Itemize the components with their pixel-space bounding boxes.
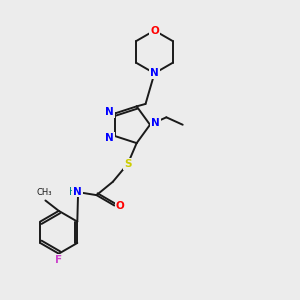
Text: N: N [151,118,160,128]
Text: H: H [69,187,76,196]
Text: F: F [55,255,62,265]
Text: N: N [105,133,114,142]
Text: N: N [73,187,82,196]
Text: S: S [124,159,131,169]
Text: N: N [105,107,114,117]
Text: CH₃: CH₃ [36,188,52,197]
Text: O: O [116,200,125,211]
Text: O: O [150,26,159,35]
Text: N: N [150,68,159,78]
